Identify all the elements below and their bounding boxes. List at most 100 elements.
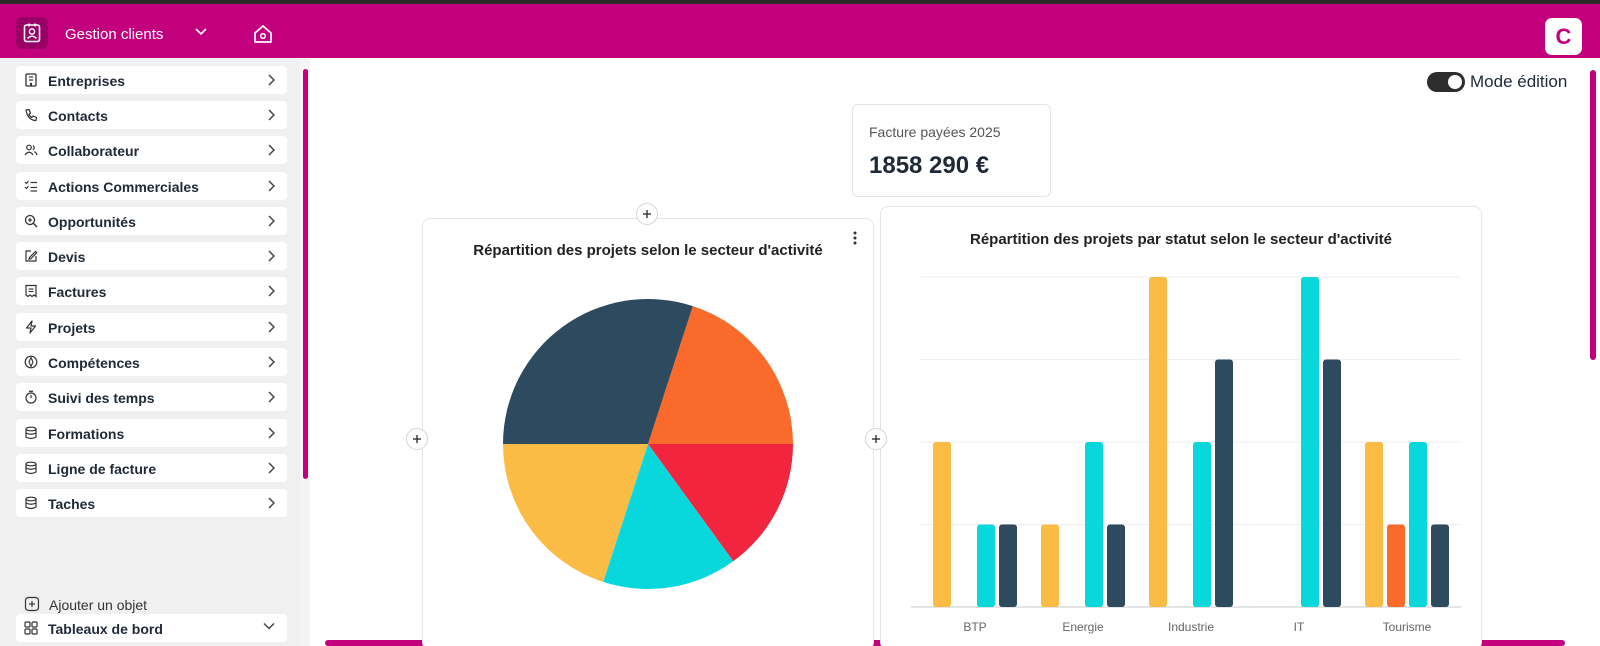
x-tick-label: Energie — [1062, 620, 1104, 634]
chart-title: Répartition des projets selon le secteur… — [473, 242, 823, 259]
bar[interactable] — [1085, 442, 1103, 607]
bar[interactable] — [1365, 442, 1383, 607]
compass-icon — [24, 355, 38, 369]
window-top-strip — [0, 0, 1600, 4]
sidebar-item-label: Devis — [48, 249, 86, 265]
chevron-right-icon — [268, 144, 275, 156]
chevron-right-icon — [268, 427, 275, 439]
sidebar-item-suivi-des-temps[interactable]: Suivi des temps — [16, 383, 287, 411]
mode-edition-label: Mode édition — [1470, 72, 1568, 91]
chevron-right-icon — [268, 285, 275, 297]
main-vertical-scrollbar[interactable] — [1590, 70, 1596, 360]
building-icon — [25, 73, 37, 87]
bar[interactable] — [1107, 524, 1125, 608]
sidebar-item-factures[interactable]: Factures — [16, 277, 287, 305]
sidebar-item-label: Factures — [48, 284, 107, 300]
chevron-right-icon — [268, 356, 275, 368]
chevron-right-icon — [268, 180, 275, 192]
chevron-down-icon[interactable] — [194, 27, 208, 37]
toggle-knob — [1448, 75, 1462, 89]
bar[interactable] — [999, 524, 1017, 608]
pie-slice[interactable] — [648, 444, 793, 562]
sidebar-item-label: Ligne de facture — [48, 461, 157, 477]
pie-slice[interactable] — [603, 444, 734, 589]
chevron-right-icon — [268, 391, 275, 403]
plus-icon — [643, 210, 651, 218]
sidebar-item-competences[interactable]: Compétences — [16, 348, 287, 376]
bar[interactable] — [1149, 277, 1167, 607]
pie-slice[interactable] — [503, 444, 648, 582]
pie-chart — [503, 298, 793, 589]
home-icon[interactable] — [252, 23, 274, 45]
bar[interactable] — [1409, 442, 1427, 607]
bar-chart-card[interactable]: Répartition des projets par statut selon… — [880, 206, 1482, 646]
sidebar-item-label: Formations — [48, 426, 125, 442]
pie-slice[interactable] — [503, 298, 693, 444]
bar[interactable] — [1387, 524, 1405, 608]
add-widget-left-button[interactable] — [406, 428, 428, 450]
sidebar-item-devis[interactable]: Devis — [16, 242, 287, 270]
sidebar-item-label: Projets — [48, 320, 96, 336]
kpi-value: 1858 290 € — [869, 152, 990, 179]
sidebar-item-label: Entreprises — [48, 73, 126, 89]
sidebar-item-label: Compétences — [48, 355, 140, 371]
sidebar-item-label: Collaborateur — [48, 143, 140, 159]
kpi-card[interactable]: Facture payées 2025 1858 290 € — [852, 104, 1051, 197]
x-tick-label: IT — [1294, 620, 1305, 634]
sidebar-item-label: Opportunités — [48, 214, 136, 230]
sidebar-item-projets[interactable]: Projets — [16, 313, 287, 341]
app-name[interactable]: Gestion clients — [65, 26, 164, 43]
chevron-right-icon — [268, 321, 275, 333]
bar[interactable] — [1215, 359, 1233, 608]
sidebar-item-taches[interactable]: Taches — [16, 489, 287, 517]
receipt-icon — [25, 284, 37, 298]
sidebar-item-ligne-de-facture[interactable]: Ligne de facture — [16, 454, 287, 482]
chevron-down-icon — [263, 622, 275, 630]
mode-edition-toggle[interactable] — [1427, 72, 1465, 92]
chevron-right-icon — [268, 462, 275, 474]
edit-icon — [25, 250, 38, 262]
pie-slice[interactable] — [648, 306, 793, 444]
database-icon — [25, 461, 37, 475]
bar[interactable] — [1193, 442, 1211, 607]
plus-icon — [872, 435, 880, 443]
sidebar-item-label: Tableaux de bord — [48, 621, 163, 637]
chevron-right-icon — [268, 497, 275, 509]
user-avatar[interactable]: C — [1545, 18, 1582, 55]
sidebar-item-actions-commerciales[interactable]: Actions Commerciales — [16, 172, 287, 200]
app-switcher-icon[interactable] — [16, 17, 48, 49]
sidebar-item-label: Taches — [48, 496, 96, 512]
database-icon — [25, 496, 37, 510]
sidebar-item-label: Actions Commerciales — [48, 179, 199, 195]
chevron-right-icon — [268, 250, 275, 262]
x-tick-label: Tourisme — [1383, 620, 1432, 634]
sidebar-item-entreprises[interactable]: Entreprises — [16, 66, 287, 94]
plus-icon — [413, 435, 421, 443]
add-object-button[interactable]: Ajouter un objet — [24, 596, 147, 613]
x-tick-label: BTP — [963, 620, 986, 634]
database-icon — [25, 426, 37, 440]
pie-chart-card[interactable]: Répartition des projets selon le secteur… — [422, 218, 874, 646]
sidebar-item-label: Contacts — [48, 108, 108, 124]
sidebar-item-label: Suivi des temps — [48, 390, 155, 406]
chart-title: Répartition des projets par statut selon… — [969, 231, 1392, 248]
chevron-right-icon — [268, 215, 275, 227]
sidebar-item-contacts[interactable]: Contacts — [16, 101, 287, 129]
sidebar-dashboards-toggle[interactable]: Tableaux de bord — [16, 614, 287, 642]
bar[interactable] — [933, 442, 951, 607]
bar[interactable] — [1301, 277, 1319, 607]
add-widget-middle-button[interactable] — [865, 428, 887, 450]
bar[interactable] — [1323, 359, 1341, 608]
sidebar-item-opportunites[interactable]: Opportunités — [16, 207, 287, 235]
add-widget-top-button[interactable] — [636, 203, 658, 225]
bar[interactable] — [1431, 524, 1449, 608]
sidebar-item-formations[interactable]: Formations — [16, 419, 287, 447]
bar[interactable] — [977, 524, 995, 608]
bar[interactable] — [1041, 524, 1059, 608]
more-options-icon[interactable] — [852, 230, 858, 246]
sidebar-scrollbar[interactable] — [303, 69, 308, 479]
grid-icon — [24, 621, 38, 635]
app-header: Gestion clients C — [0, 4, 1600, 58]
sidebar-item-collaborateur[interactable]: Collaborateur — [16, 136, 287, 164]
kpi-title: Facture payées 2025 — [869, 124, 1001, 140]
